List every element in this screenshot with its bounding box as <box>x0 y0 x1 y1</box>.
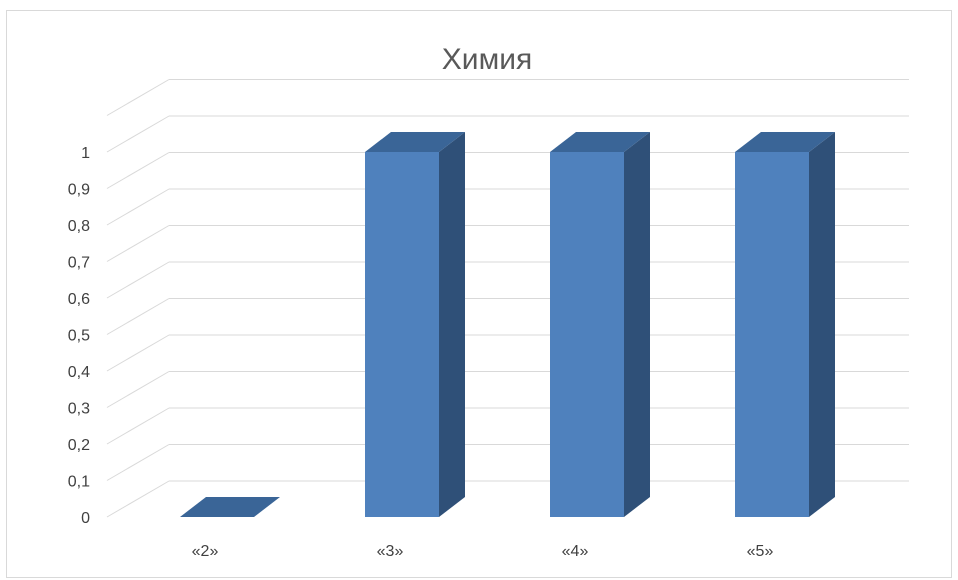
bar-side <box>809 132 835 517</box>
x-category-label: «4» <box>562 543 589 560</box>
y-tick-label: 0,4 <box>68 364 90 381</box>
bar-top <box>735 132 835 152</box>
x-category-label: «2» <box>192 543 219 560</box>
side-gridline <box>106 334 170 372</box>
x-category-label: «5» <box>747 543 774 560</box>
y-tick-label: 0,9 <box>68 182 90 199</box>
chart-title: Химия <box>442 43 532 76</box>
bar-side <box>624 132 650 517</box>
side-gridline <box>106 152 170 189</box>
x-axis-category-labels: «2» «3» «4» «5» <box>192 543 774 560</box>
bar-top <box>180 497 280 517</box>
bar-top <box>365 132 465 152</box>
y-tick-label: 1 <box>81 145 90 162</box>
side-gridline <box>106 79 170 116</box>
side-gridline <box>106 480 170 518</box>
side-gridline <box>106 115 170 153</box>
bar-chart: Химия 00,10,20,30,40,50,60,70,80,91 «2» «… <box>68 43 909 560</box>
y-axis-tick-labels: 0 0,1 0,2 0,3 0,4 0,5 0,6 0,7 0,8 0,9 1 <box>68 145 90 527</box>
y-tick-label: 0,6 <box>68 291 90 308</box>
bar-front <box>365 152 439 517</box>
side-gridline <box>106 261 170 299</box>
y-tick-label: 0,7 <box>68 255 90 272</box>
side-gridline <box>106 371 170 408</box>
y-tick-label: 0,2 <box>68 437 90 454</box>
bar-top <box>550 132 650 152</box>
x-category-label: «3» <box>377 543 404 560</box>
chart-area: Химия 0 0,1 0,2 0,3 0,4 0,5 0,6 0,7 0,8 0,9 1 «2» «… <box>6 10 952 578</box>
bar-front <box>550 152 624 517</box>
y-tick-label: 0,3 <box>68 401 90 418</box>
y-tick-label: 0,5 <box>68 328 90 345</box>
bar <box>365 132 465 517</box>
bar-front <box>735 152 809 517</box>
y-tick-label: 0 <box>81 510 90 527</box>
side-gridline <box>106 407 170 445</box>
bar <box>550 132 650 517</box>
y-tick-label: 0,8 <box>68 218 90 235</box>
side-gridline <box>106 444 170 481</box>
bar-side <box>439 132 465 517</box>
side-gridline <box>106 188 170 226</box>
bar <box>735 132 835 517</box>
side-gridline <box>106 298 170 335</box>
side-gridline <box>106 225 170 262</box>
y-tick-label: 0,1 <box>68 474 90 491</box>
bars <box>180 132 835 517</box>
bar <box>180 497 280 517</box>
